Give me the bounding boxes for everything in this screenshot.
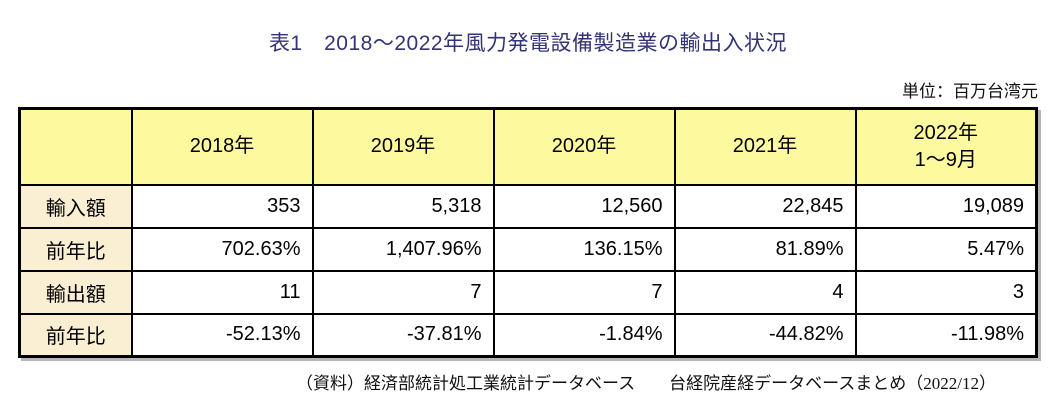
year-header-2019: 2019年	[311, 107, 495, 186]
corner-cell	[18, 107, 133, 186]
source-note: （資料）経済部統計処工業統計データベース 台経院産経データベースまとめ（2022…	[295, 374, 997, 393]
value-cell: -37.81%	[311, 312, 495, 358]
value-cell: 702.63%	[130, 226, 314, 272]
import-export-table: 2018年 2019年 2020年 2021年 2022年 1～9月 輸入額 3…	[18, 107, 1038, 358]
table-row-exports-yoy: 前年比 -52.13% -37.81% -1.84% -44.82% -11.9…	[18, 312, 1038, 358]
table-row-imports-yoy: 前年比 702.63% 1,407.96% 136.15% 81.89% 5.4…	[18, 226, 1038, 272]
value-cell: 5,318	[311, 183, 495, 229]
value-cell: 22,845	[673, 183, 857, 229]
table-title: 表1 2018～2022年風力発電設備製造業の輸出入状況	[268, 32, 788, 55]
row-label: 輸出額	[18, 269, 133, 315]
year-header-2022: 2022年 1～9月	[854, 107, 1038, 186]
value-cell: 353	[130, 183, 314, 229]
header-row: 2018年 2019年 2020年 2021年 2022年 1～9月	[18, 107, 1038, 186]
value-cell: 12,560	[492, 183, 676, 229]
value-cell: -1.84%	[492, 312, 676, 358]
year-header-2018: 2018年	[130, 107, 314, 186]
value-cell: 7	[311, 269, 495, 315]
value-cell: 5.47%	[854, 226, 1038, 272]
value-cell: 81.89%	[673, 226, 857, 272]
value-cell: 7	[492, 269, 676, 315]
row-label: 前年比	[18, 226, 133, 272]
year-header-2021: 2021年	[673, 107, 857, 186]
value-cell: 1,407.96%	[311, 226, 495, 272]
value-cell: 19,089	[854, 183, 1038, 229]
unit-label: 単位：百万台湾元	[902, 82, 1038, 101]
value-cell: 4	[673, 269, 857, 315]
value-cell: 11	[130, 269, 314, 315]
value-cell: -52.13%	[130, 312, 314, 358]
table-row-imports: 輸入額 353 5,318 12,560 22,845 19,089	[18, 183, 1038, 229]
value-cell: -44.82%	[673, 312, 857, 358]
value-cell: -11.98%	[854, 312, 1038, 358]
row-label: 前年比	[18, 312, 133, 358]
table-row-exports: 輸出額 11 7 7 4 3	[18, 269, 1038, 315]
value-cell: 136.15%	[492, 226, 676, 272]
value-cell: 3	[854, 269, 1038, 315]
year-header-2020: 2020年	[492, 107, 676, 186]
row-label: 輸入額	[18, 183, 133, 229]
